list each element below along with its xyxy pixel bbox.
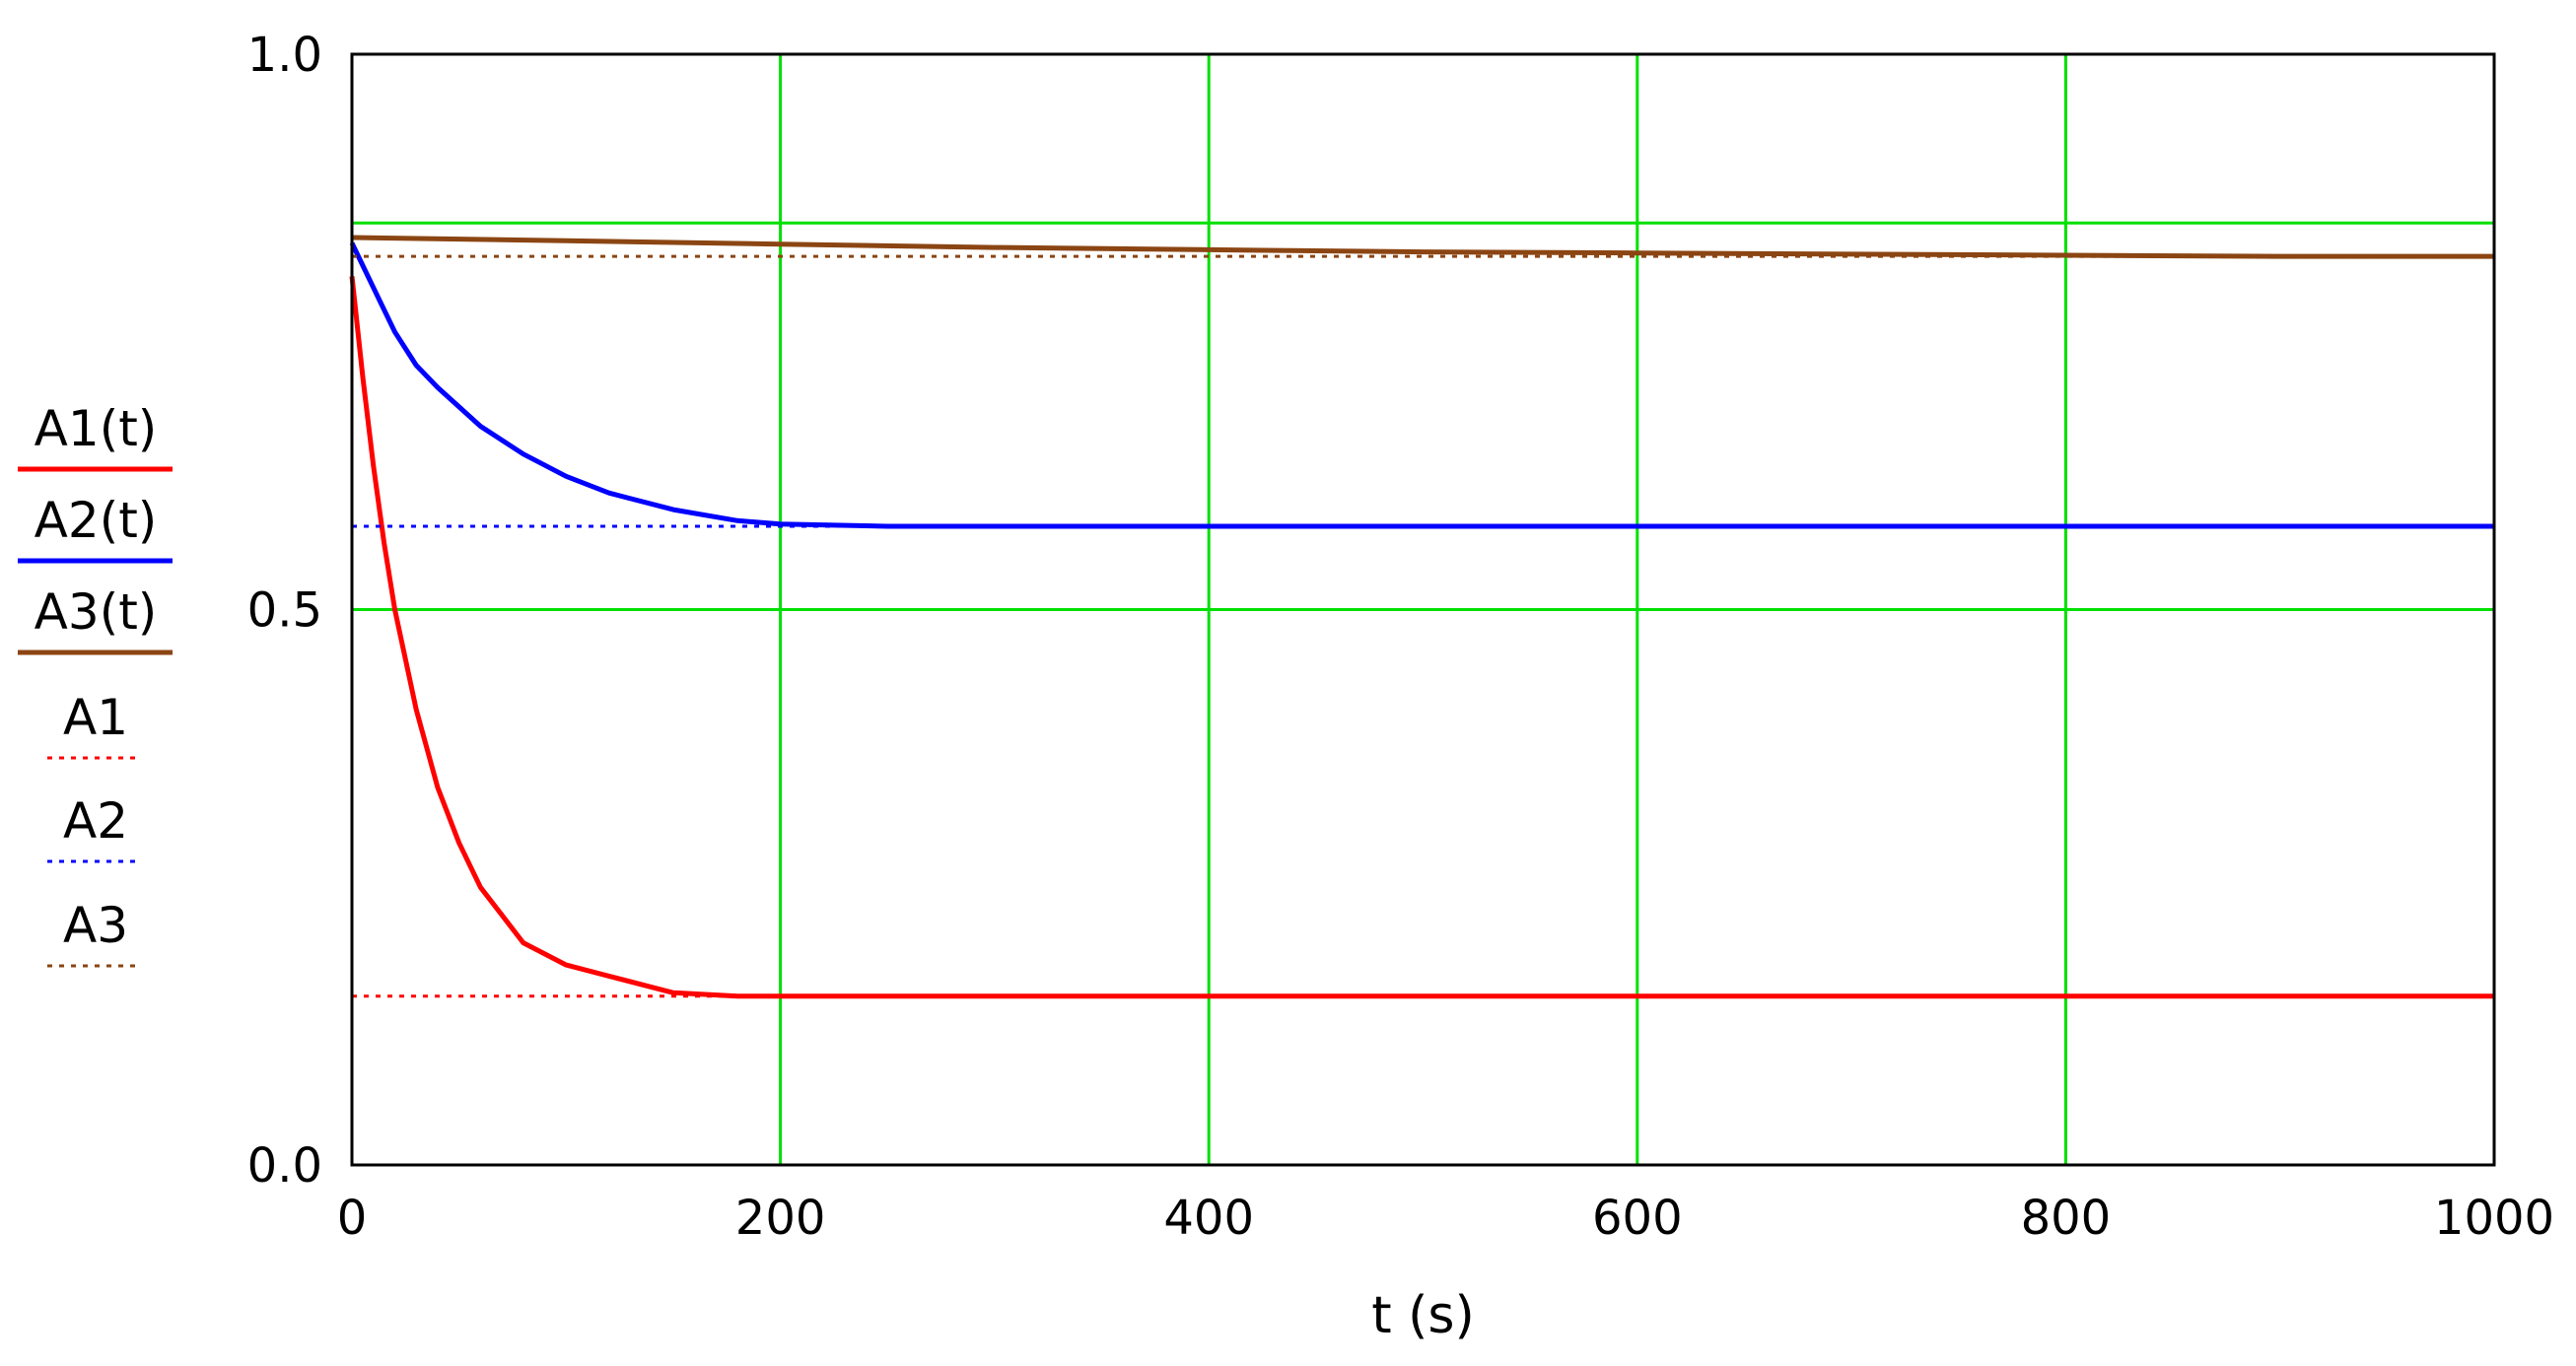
y-ticks: 0.0 0.5 1.0 <box>247 28 322 1194</box>
x-tick-label: 800 <box>2021 1191 2112 1246</box>
legend-label: A1 <box>63 689 128 746</box>
legend-label: A3 <box>63 897 128 954</box>
series-layer <box>349 235 2494 999</box>
series-line-a3-t <box>351 235 2494 259</box>
x-tick-label: 600 <box>1592 1191 1683 1246</box>
legend: A1(t) A2(t) A3(t) A1 A2 A3 <box>18 400 173 968</box>
legend-label: A2 <box>63 792 128 850</box>
x-ticks: 0 200 400 600 800 1000 <box>337 1191 2554 1246</box>
x-tick-label: 400 <box>1163 1191 1254 1246</box>
y-tick-label: 0.5 <box>247 583 322 639</box>
x-tick-label: 1000 <box>2434 1191 2554 1246</box>
legend-label: A2(t) <box>35 492 158 549</box>
series-line-a1-t <box>349 276 2494 999</box>
legend-label: A1(t) <box>35 400 158 457</box>
y-tick-label: 1.0 <box>247 28 322 83</box>
grid <box>352 54 2494 1165</box>
y-tick-label: 0.0 <box>247 1138 322 1194</box>
series-line-a2-t <box>349 241 2494 529</box>
legend-label: A3(t) <box>35 583 158 641</box>
plot-frame <box>350 52 2496 1167</box>
x-axis-title: t (s) <box>1371 1286 1475 1345</box>
x-tick-label: 0 <box>337 1191 368 1246</box>
x-tick-label: 200 <box>735 1191 826 1246</box>
